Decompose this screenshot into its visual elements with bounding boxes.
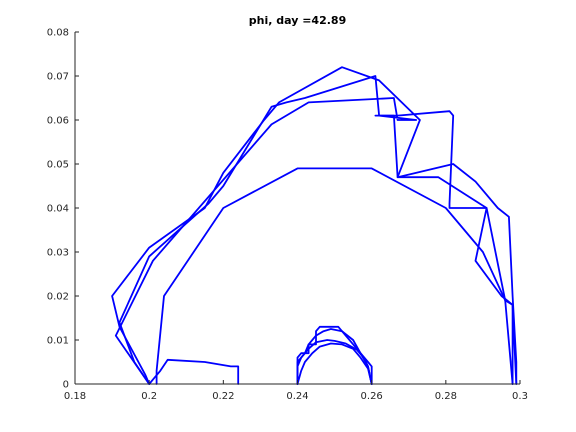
- series-line-3: [114, 97, 514, 385]
- x-tick-label: 0.3: [512, 391, 528, 402]
- series-line-5: [148, 358, 240, 385]
- x-tick-label: 0.26: [361, 391, 383, 402]
- y-tick-label: 0.02: [47, 292, 69, 303]
- series-line-1: [111, 66, 518, 385]
- x-tick-label: 0.24: [286, 391, 308, 402]
- x-tick-label: 0.28: [435, 391, 457, 402]
- y-tick-label: 0.06: [47, 116, 69, 127]
- series-line-9: [296, 342, 373, 385]
- y-tick-label: 0: [63, 380, 69, 391]
- y-tick-label: 0.05: [47, 160, 69, 171]
- x-tick-label: 0.22: [212, 391, 234, 402]
- x-tick-label: 0.18: [64, 391, 86, 402]
- y-tick-label: 0.01: [47, 336, 69, 347]
- chart-title: phi, day =42.89: [249, 14, 346, 27]
- y-tick-label: 0.03: [47, 248, 69, 259]
- series-line-4: [155, 167, 514, 385]
- series-line-2: [118, 75, 518, 385]
- series-line-8: [296, 339, 373, 385]
- y-tick-label: 0.07: [47, 72, 69, 83]
- ticks: 0.18 0.2 0.22 0.24 0.26 0.28 0.3 0 0.01 0.02 0.03 0…: [47, 28, 528, 403]
- series-layer: [111, 66, 518, 385]
- y-tick-label: 0.04: [47, 204, 69, 215]
- y-tick-label: 0.08: [47, 28, 69, 39]
- x-tick-label: 0.2: [141, 391, 157, 402]
- series-line-6: [296, 325, 373, 385]
